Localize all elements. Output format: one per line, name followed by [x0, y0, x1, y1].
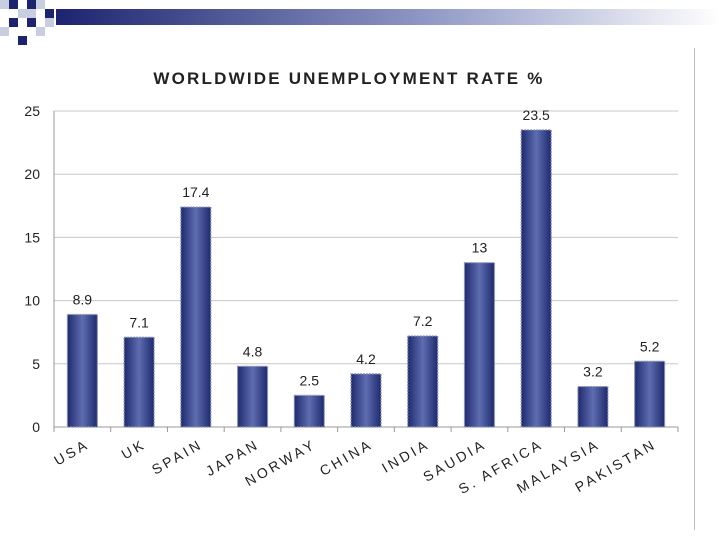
- x-tick-label: USA: [51, 436, 92, 469]
- deco-square: [45, 9, 54, 18]
- data-label: 13: [472, 240, 488, 256]
- deco-square: [45, 18, 54, 27]
- deco-square: [18, 9, 27, 18]
- gridlines: [54, 110, 678, 365]
- header-gradient-band: [56, 9, 720, 25]
- deco-square: [0, 27, 9, 36]
- y-tick-label: 0: [32, 419, 40, 435]
- bars: [66, 129, 666, 428]
- deco-square: [27, 0, 36, 9]
- bar: [293, 394, 325, 428]
- deco-square: [36, 0, 45, 9]
- bar: [634, 360, 666, 428]
- bar: [180, 206, 212, 428]
- data-label: 23.5: [523, 107, 550, 123]
- data-labels: 8.9 7.1 17.4 4.8 2.5 4.2 7.2 13 23.5 3.2 5.2: [73, 107, 660, 388]
- bar: [236, 365, 269, 428]
- data-label: 3.2: [583, 364, 603, 380]
- data-label: 2.5: [300, 372, 320, 388]
- y-tick-label: 25: [24, 103, 40, 119]
- x-tick-label: SPAIN: [149, 436, 205, 478]
- deco-square: [36, 27, 45, 36]
- x-tick-label: UK: [119, 436, 149, 463]
- y-tick-label: 15: [24, 229, 40, 245]
- data-label: 5.2: [640, 338, 660, 354]
- deco-square: [27, 9, 36, 18]
- y-tick-label: 20: [24, 166, 40, 182]
- data-label: 7.2: [413, 313, 433, 329]
- bar: [123, 336, 155, 428]
- bar: [520, 129, 552, 428]
- bar: [66, 313, 98, 428]
- data-label: 4.8: [243, 343, 263, 359]
- y-tick-label: 5: [32, 356, 40, 372]
- y-axis-ticks: 0 5 10 15 20 25: [24, 103, 40, 435]
- bar: [577, 385, 609, 428]
- bar: [350, 373, 382, 428]
- x-tick-label: CHINA: [317, 436, 376, 479]
- deco-square: [0, 0, 9, 9]
- bar: [407, 335, 439, 428]
- bar: [463, 262, 496, 428]
- deco-square: [27, 18, 36, 27]
- slide-header-decoration: [0, 0, 720, 45]
- deco-square: [9, 0, 18, 9]
- deco-square: [9, 18, 18, 27]
- data-label: 7.1: [129, 314, 149, 330]
- chart-title: WORLDWIDE UNEMPLOYMENT RATE %: [153, 69, 544, 88]
- slide-right-rule: [694, 48, 695, 530]
- deco-square: [18, 36, 27, 45]
- data-label: 17.4: [182, 184, 209, 200]
- data-label: 4.2: [356, 351, 376, 367]
- data-label: 8.9: [73, 292, 93, 308]
- y-tick-label: 10: [24, 293, 40, 309]
